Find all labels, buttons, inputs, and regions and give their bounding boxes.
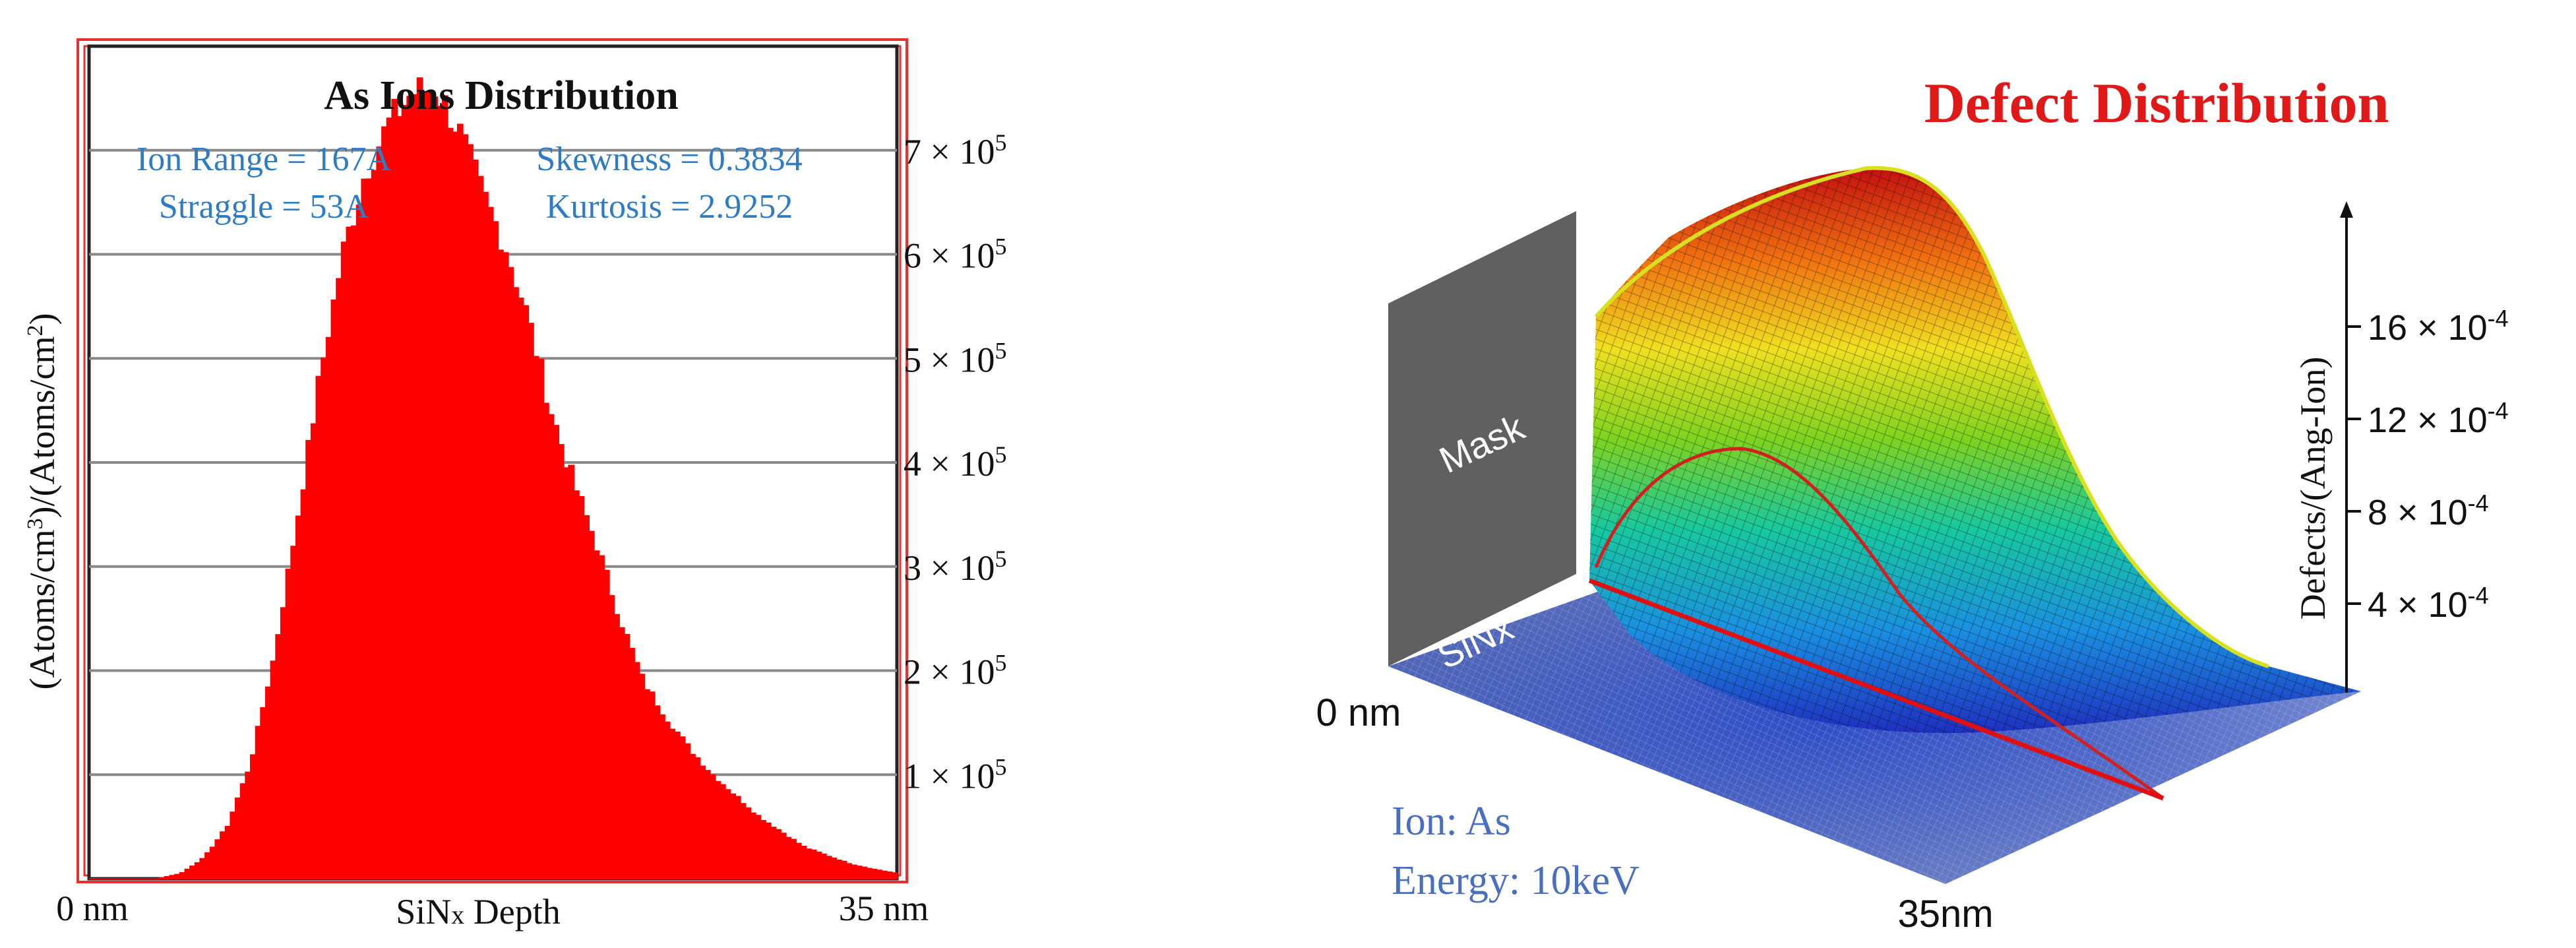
mask-plate — [1388, 211, 1576, 666]
defect-y-tick-label-1: 4 × 10-4 — [2368, 582, 2489, 625]
kurtosis-annotation: Kurtosis = 2.9252 — [546, 188, 793, 226]
profile-curve — [1594, 447, 2164, 800]
y-tick-label-7: 7 × 105 — [904, 129, 1006, 172]
defect-x-start-label: 0 nm — [1316, 691, 1401, 734]
defect-distribution-chart: Defect Distribution Mask SiNx 4 × 10-48 … — [1316, 71, 2509, 935]
y-axis-label: (Atoms/cm3)/(Atoms/cm2) — [22, 313, 62, 690]
ion-distribution-area — [89, 77, 898, 879]
x-axis-label: SiNx Depth — [396, 892, 561, 932]
depth-axis-line — [1588, 578, 2164, 801]
surface-ridge-line — [1594, 166, 2269, 668]
ion-distribution-chart: 1 × 105 2 × 105 3 × 105 4 × 105 5 × 105 6 × 1… — [22, 38, 1006, 932]
skewness-annotation: Skewness = 0.3834 — [536, 141, 802, 178]
defect-y-tick-label-4: 16 × 10-4 — [2368, 305, 2509, 348]
defect-y-axis-arrow — [2340, 201, 2353, 218]
defect-y-tick-label-3: 12 × 10-4 — [2368, 397, 2509, 441]
y-tick-label-6: 6 × 105 — [904, 234, 1006, 276]
defect-x-end-label: 35nm — [1897, 893, 1993, 935]
chart-title: As Ions Distribution — [324, 73, 678, 118]
y-tick-label-1: 1 × 105 — [904, 753, 1006, 796]
defect-y-tick-label-2: 8 × 10-4 — [2368, 490, 2489, 533]
x-start-label: 0 nm — [56, 889, 129, 928]
energy-label: Energy: 10keV — [1392, 858, 1640, 903]
y-tick-label-2: 2 × 105 — [904, 650, 1006, 692]
defect-y-axis-label: Defects/(Ang-Ion) — [2293, 357, 2333, 620]
defect-chart-title: Defect Distribution — [1924, 71, 2389, 135]
y-tick-label-4: 4 × 105 — [904, 441, 1006, 484]
y-tick-label-3: 3 × 105 — [904, 546, 1006, 588]
chart-outer-frame — [77, 38, 908, 883]
x-end-label: 35 nm — [839, 889, 929, 928]
ion-label: Ion: As — [1392, 799, 1511, 844]
straggle-annotation: Straggle = 53A — [159, 188, 369, 226]
y-tick-label-5: 5 × 105 — [904, 337, 1006, 379]
ion-range-annotation: Ion Range = 167A — [137, 141, 391, 178]
